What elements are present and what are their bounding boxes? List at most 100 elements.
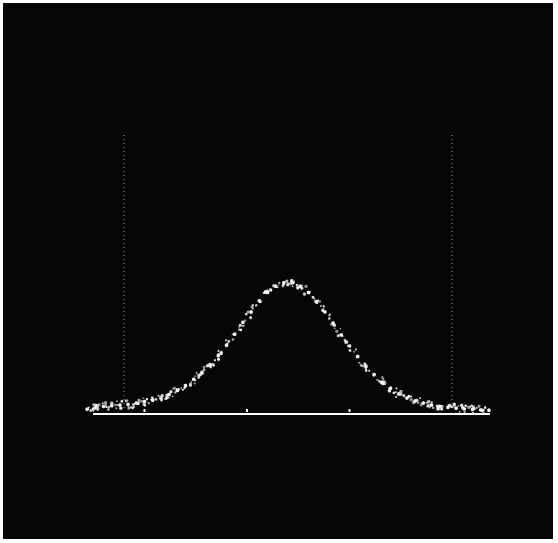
trace-noise-dot — [193, 382, 196, 385]
trace-noise-dot — [172, 387, 175, 390]
trace-noise-dot — [395, 387, 398, 390]
trace-noise-dot — [482, 411, 485, 414]
trace-noise-dot — [231, 333, 234, 336]
trace-noise-dot — [286, 283, 290, 287]
trace-noise-dot — [138, 401, 140, 403]
trace-noise-dot — [258, 300, 262, 304]
trace-noise-dot — [413, 400, 416, 403]
trace-noise-dot — [464, 404, 466, 407]
trace-noise-dot — [358, 361, 361, 364]
trace-noise-dot — [381, 381, 384, 384]
trace-noise-dot — [463, 410, 466, 414]
trace-noise-dot — [339, 334, 343, 337]
trace-noise-dot — [477, 404, 481, 408]
trace-noise-dot — [193, 378, 197, 382]
trace-noise-dot — [365, 369, 368, 373]
data-point — [216, 353, 221, 358]
trace-noise-dot — [402, 393, 406, 397]
data-point — [446, 405, 450, 410]
trace-noise-dot — [419, 397, 422, 400]
trace-noise-dot — [368, 369, 371, 372]
trace-noise-dot — [278, 281, 281, 284]
baseline-tick-3 — [348, 409, 351, 412]
trace-noise-dot — [317, 299, 320, 302]
trace-noise-dot — [407, 395, 411, 398]
trace-noise-dot — [353, 350, 356, 353]
trace-noise-dot — [124, 399, 127, 402]
trace-noise-dot — [120, 407, 123, 409]
trace-noise-dot — [110, 402, 114, 406]
data-point — [282, 280, 286, 285]
trace-noise-dot — [458, 411, 461, 413]
trace-noise-dot — [167, 396, 170, 399]
trace-noise-dot — [357, 355, 359, 357]
data-points — [85, 278, 491, 414]
trace-noise-dot — [394, 395, 398, 399]
trace-noise-dot — [322, 305, 325, 308]
trace-noise-dot — [438, 406, 441, 409]
trace-noise-dot — [318, 300, 322, 303]
trace-noise-dot — [354, 348, 358, 351]
trace-noise-dot — [217, 349, 220, 353]
trace-noise-dot — [202, 365, 206, 369]
trace-noise-dot — [181, 388, 184, 391]
trace-noise-dot — [136, 402, 140, 406]
trace-noise-dot — [427, 399, 431, 404]
trace-noise-dot — [115, 407, 118, 410]
trace-noise-dot — [151, 396, 154, 400]
trace-noise-dot — [363, 364, 367, 368]
trace-noise-dot — [291, 285, 294, 288]
trace-noise-dot — [267, 290, 270, 293]
trace-noise-dot — [313, 297, 316, 300]
trace-noise-dot — [308, 292, 311, 295]
trace-noise-dot — [231, 338, 235, 341]
trace-noise-dot — [285, 279, 289, 283]
baseline-tick-2 — [246, 409, 248, 412]
trace-noise-dot — [237, 328, 241, 332]
trace-noise-dot — [226, 342, 230, 345]
trace-noise-dot — [399, 389, 403, 394]
trace-noise-dot — [216, 352, 219, 355]
trace-noise-dot — [263, 290, 268, 295]
trace-noise-dot — [355, 356, 358, 359]
trace-noise-dot — [160, 398, 164, 401]
trace-noise-dot — [273, 285, 276, 287]
trace-noise-dot — [335, 329, 339, 334]
trace-noise-dot — [255, 304, 257, 307]
trace-noise-dot — [107, 405, 111, 409]
trace-noise-dot — [180, 387, 183, 390]
trace-noise-dot — [114, 403, 117, 407]
trace-noise-dot — [154, 397, 158, 401]
trace-noise-dot — [431, 406, 435, 410]
trace-noise-dot — [301, 284, 304, 287]
trace-noise-dot — [333, 327, 336, 330]
trace-noise-dot — [142, 402, 146, 406]
trace-noise-dot — [421, 402, 424, 405]
trace-noise-dot — [467, 405, 471, 409]
trace-noise-dot — [435, 407, 439, 411]
trace-noise-dot — [343, 339, 347, 342]
trace-noise-dot — [104, 404, 107, 407]
trace-noise-dot — [184, 384, 187, 387]
trace-noise-dot — [277, 284, 280, 286]
trace-noise-dot — [331, 323, 335, 327]
trace-noise-dot — [97, 403, 101, 407]
data-point — [101, 404, 106, 409]
trace-noise-dot — [410, 395, 413, 398]
trace-noise-dot — [213, 359, 216, 362]
trace-noise-dot — [288, 282, 292, 286]
trace-noise-dot — [304, 284, 308, 289]
trace-noise-dot — [217, 357, 220, 361]
trace-noise-dot — [244, 312, 248, 316]
trace-noise-dot — [378, 380, 381, 383]
trace-noise-dot — [448, 404, 452, 408]
trace-noise-dot — [164, 397, 168, 401]
trace-noise-dot — [250, 305, 254, 309]
trace-noise-dot — [174, 391, 177, 394]
trace-noise-dot — [249, 312, 252, 315]
trace-noise-dot — [470, 404, 474, 408]
trace-noise-dot — [169, 390, 173, 394]
trace-noise-dot — [249, 316, 252, 319]
